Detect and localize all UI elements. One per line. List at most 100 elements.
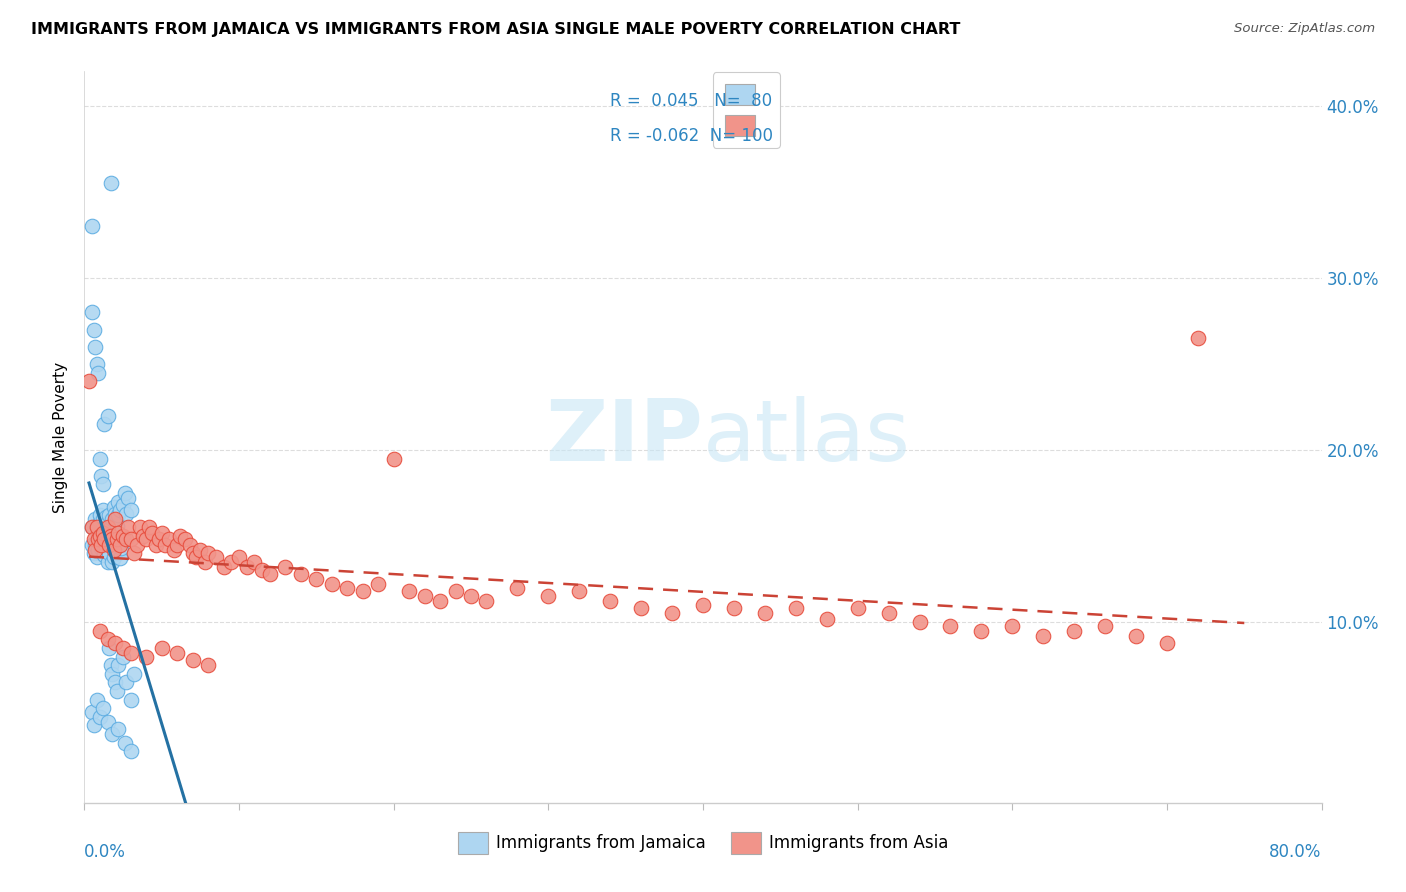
Point <box>93 548 115 562</box>
Point <box>93 520 115 534</box>
Point <box>877 607 900 621</box>
Point <box>110 541 132 555</box>
Point <box>83 322 105 336</box>
Text: 0.0%: 0.0% <box>84 843 127 861</box>
Point <box>107 546 129 560</box>
Point <box>120 503 142 517</box>
Point <box>274 560 297 574</box>
Point <box>105 533 128 547</box>
Point <box>82 219 104 234</box>
Point <box>103 500 125 514</box>
Point <box>145 538 167 552</box>
Point <box>908 615 931 629</box>
Point <box>115 507 138 521</box>
Point <box>89 710 111 724</box>
Point <box>107 658 129 673</box>
Point <box>91 477 114 491</box>
Point <box>84 538 107 552</box>
Point <box>96 516 118 530</box>
Point <box>96 520 118 534</box>
Point <box>84 512 107 526</box>
Point <box>94 540 117 554</box>
Point <box>259 566 281 581</box>
Point <box>305 572 328 586</box>
Point <box>184 549 207 564</box>
Point <box>382 451 405 466</box>
Point <box>90 541 112 555</box>
Point <box>83 546 105 560</box>
Point <box>115 533 138 547</box>
Point <box>122 546 145 560</box>
Point <box>108 503 131 517</box>
Point <box>89 451 111 466</box>
Point <box>98 538 121 552</box>
Point <box>90 538 112 552</box>
Point <box>135 649 157 664</box>
Point <box>87 533 110 547</box>
Point <box>91 701 114 715</box>
Point <box>101 533 124 547</box>
Point <box>115 675 138 690</box>
Point <box>87 542 110 557</box>
Point <box>103 542 125 557</box>
Point <box>114 486 136 500</box>
Point <box>1032 629 1054 643</box>
Point <box>336 581 359 595</box>
Point <box>103 549 125 564</box>
Point <box>101 727 124 741</box>
Point <box>77 374 100 388</box>
Point <box>661 607 683 621</box>
Point <box>112 640 135 655</box>
Point <box>96 714 118 729</box>
Text: ZIP: ZIP <box>546 395 703 479</box>
Point <box>86 520 108 534</box>
Point <box>83 718 105 732</box>
Point <box>122 666 145 681</box>
Point <box>197 546 219 560</box>
Point <box>135 533 157 547</box>
Point <box>117 520 139 534</box>
Point <box>90 524 112 538</box>
Point <box>98 546 121 560</box>
Point <box>219 555 242 569</box>
Point <box>100 176 122 190</box>
Point <box>87 529 110 543</box>
Point <box>1187 331 1209 345</box>
Point <box>179 538 201 552</box>
Point <box>89 516 111 530</box>
Point <box>250 564 273 578</box>
Point <box>1094 618 1116 632</box>
Point <box>96 409 118 423</box>
Point <box>413 589 436 603</box>
Point <box>86 549 108 564</box>
Point <box>692 598 714 612</box>
Point <box>100 529 122 543</box>
Point <box>150 640 173 655</box>
Point <box>243 555 266 569</box>
Point <box>197 658 219 673</box>
Point <box>104 507 127 521</box>
Point <box>107 508 129 523</box>
Point <box>460 589 482 603</box>
Point <box>107 722 129 736</box>
Point <box>815 612 838 626</box>
Point <box>94 510 117 524</box>
Point <box>84 542 107 557</box>
Point <box>93 533 115 547</box>
Point <box>104 512 127 526</box>
Point <box>537 589 560 603</box>
Point <box>107 525 129 540</box>
Point <box>93 533 115 547</box>
Point <box>104 542 127 557</box>
Point <box>1001 618 1024 632</box>
Point <box>96 632 118 647</box>
Point <box>846 601 869 615</box>
Point <box>181 546 204 560</box>
Point <box>129 520 152 534</box>
Text: R =  0.045   N=  80: R = 0.045 N= 80 <box>610 92 772 110</box>
Point <box>91 533 114 547</box>
Point <box>599 594 621 608</box>
Point <box>104 636 127 650</box>
Point <box>84 340 107 354</box>
Point <box>112 529 135 543</box>
